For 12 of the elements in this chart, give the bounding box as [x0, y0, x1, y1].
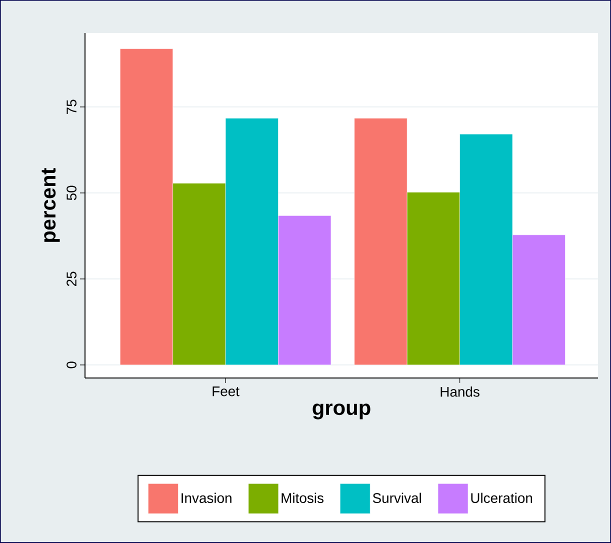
y-tick-label: 75: [66, 100, 76, 114]
x-tick-label: Hands: [440, 386, 480, 397]
legend-label: Invasion: [182, 492, 232, 504]
y-axis-title: percent: [42, 168, 60, 242]
x-tick-label: Feet: [212, 386, 240, 396]
legend-label: Mitosis: [282, 492, 324, 504]
legend-label: Survival: [372, 492, 421, 504]
legend-label: Ulceration: [471, 492, 532, 504]
y-tick-label: 0: [66, 362, 76, 368]
y-tick-label: 50: [66, 186, 76, 200]
x-axis-title: group: [312, 404, 370, 420]
y-tick-label: 25: [66, 272, 76, 286]
